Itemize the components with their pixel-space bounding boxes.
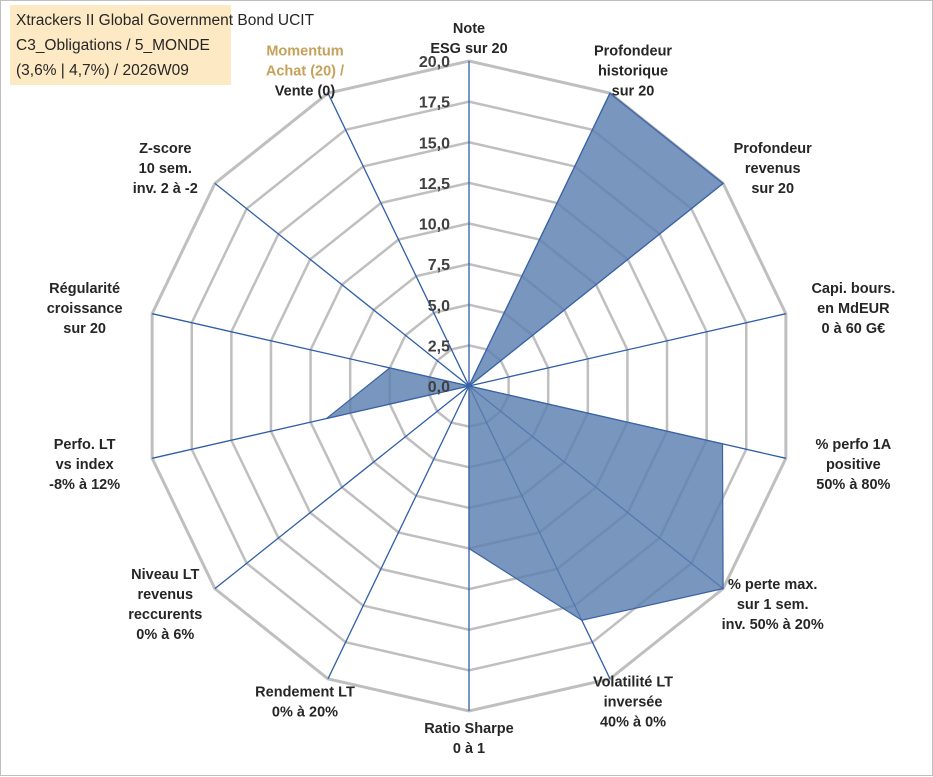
tick-label: 5,0 (428, 298, 450, 315)
tick-label: 2,5 (428, 338, 450, 355)
tick-label: 7,5 (428, 257, 450, 274)
tick-label: 10,0 (419, 217, 450, 234)
tick-label: 12,5 (419, 176, 450, 193)
radar-tick-labels: 0,02,55,07,510,012,515,017,520,0 (419, 54, 450, 396)
chart-title-line-3: (3,6% | 4,7%) / 2026W09 (16, 58, 231, 83)
series-area (326, 93, 723, 620)
chart-title-box: Xtrackers II Global Government Bond UCIT… (10, 5, 231, 85)
axis-label: % perte max.sur 1 sem.inv. 50% à 20% (722, 577, 824, 633)
tick-label: 17,5 (419, 95, 450, 112)
radar-series (326, 93, 723, 620)
tick-label: 15,0 (419, 135, 450, 152)
chart-title-line-2: C3_Obligations / 5_MONDE (16, 33, 231, 58)
tick-label: 0,0 (428, 379, 450, 396)
chart-title-line-1: Xtrackers II Global Government Bond UCIT (16, 8, 231, 33)
radar-spoke (328, 386, 469, 679)
